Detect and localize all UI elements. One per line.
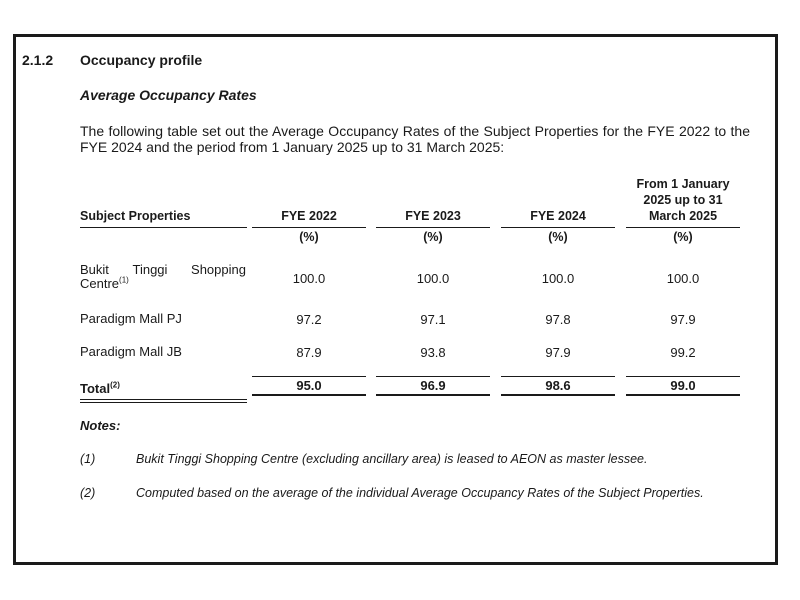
total-rule-properties-2	[80, 402, 247, 403]
section-number: 2.1.2	[22, 52, 54, 68]
section-title: Occupancy profile	[80, 52, 203, 68]
total-value: 98.6	[545, 378, 571, 393]
cell-value: 100.0	[666, 271, 700, 286]
total-value: 99.0	[670, 378, 696, 393]
row-name-word: Bukit	[80, 262, 109, 277]
header-subject-properties: Subject Properties	[80, 209, 191, 223]
total-value: 95.0	[296, 378, 322, 393]
document-page: 2.1.2 Occupancy profile Average Occupanc…	[13, 34, 778, 565]
total-rule-top-2025	[626, 376, 740, 377]
total-rule-top-2023	[376, 376, 490, 377]
notes-heading: Notes:	[80, 418, 121, 433]
total-rule-bottom-2022	[252, 394, 366, 396]
header-fye-2022: FYE 2022	[281, 209, 337, 223]
cell-value: 100.0	[292, 271, 326, 286]
note-text-1: Bukit Tinggi Shopping Centre (excluding …	[136, 452, 648, 466]
cell-value: 100.0	[541, 271, 575, 286]
header-rule-2022	[252, 227, 366, 228]
total-rule-top-2024	[501, 376, 615, 377]
unit-2023: (%)	[423, 230, 443, 244]
row-name-total: Total(2)	[80, 380, 120, 396]
cell-value: 99.2	[670, 345, 696, 360]
cell-value: 97.9	[670, 312, 696, 327]
note-number-1: (1)	[80, 452, 96, 466]
footnote-marker-2: (2)	[110, 380, 120, 390]
header-period-line-2: 2025 up to 31	[643, 193, 723, 207]
row-name-line-1: Bukit Tinggi Shopping	[80, 263, 246, 277]
cell-value: 87.9	[296, 345, 322, 360]
cell-value: 93.8	[420, 345, 446, 360]
header-period-2025: From 1 January 2025 up to 31 March 2025	[626, 176, 740, 224]
cell-value: 97.8	[545, 312, 571, 327]
cell-value: 97.2	[296, 312, 322, 327]
cell-value: 100.0	[416, 271, 450, 286]
row-name-bukit-tinggi: Bukit Tinggi Shopping Centre(1)	[80, 263, 246, 291]
subheading: Average Occupancy Rates	[80, 87, 257, 103]
header-fye-2023: FYE 2023	[405, 209, 461, 223]
note-text-2: Computed based on the average of the ind…	[136, 486, 704, 500]
total-rule-bottom-2023	[376, 394, 490, 396]
total-label: Total	[80, 381, 111, 396]
header-rule-properties	[80, 227, 247, 228]
total-rule-properties-1	[80, 399, 247, 400]
header-rule-2024	[501, 227, 615, 228]
total-rule-bottom-2024	[501, 394, 615, 396]
header-fye-2024: FYE 2024	[530, 209, 586, 223]
total-rule-top-2022	[252, 376, 366, 377]
unit-2024: (%)	[548, 230, 568, 244]
header-period-line-1: From 1 January	[636, 177, 730, 191]
cell-value: 97.9	[545, 345, 571, 360]
intro-paragraph: The following table set out the Average …	[80, 123, 750, 155]
row-name-word: Tinggi	[132, 262, 168, 277]
total-value: 96.9	[420, 378, 446, 393]
cell-value: 97.1	[420, 312, 446, 327]
row-name-paradigm-jb: Paradigm Mall JB	[80, 344, 182, 359]
header-rule-2023	[376, 227, 490, 228]
row-name-word: Shopping	[191, 262, 246, 277]
total-rule-bottom-2025	[626, 394, 740, 396]
row-name-line-2: Centre(1)	[80, 275, 246, 291]
note-number-2: (2)	[80, 486, 96, 500]
header-rule-2025	[626, 227, 740, 228]
unit-2025: (%)	[673, 230, 693, 244]
header-period-line-3: March 2025	[648, 209, 718, 223]
row-name-word: Centre	[80, 276, 120, 291]
unit-2022: (%)	[299, 230, 319, 244]
row-name-paradigm-pj: Paradigm Mall PJ	[80, 311, 182, 326]
footnote-marker-1: (1)	[119, 275, 129, 285]
